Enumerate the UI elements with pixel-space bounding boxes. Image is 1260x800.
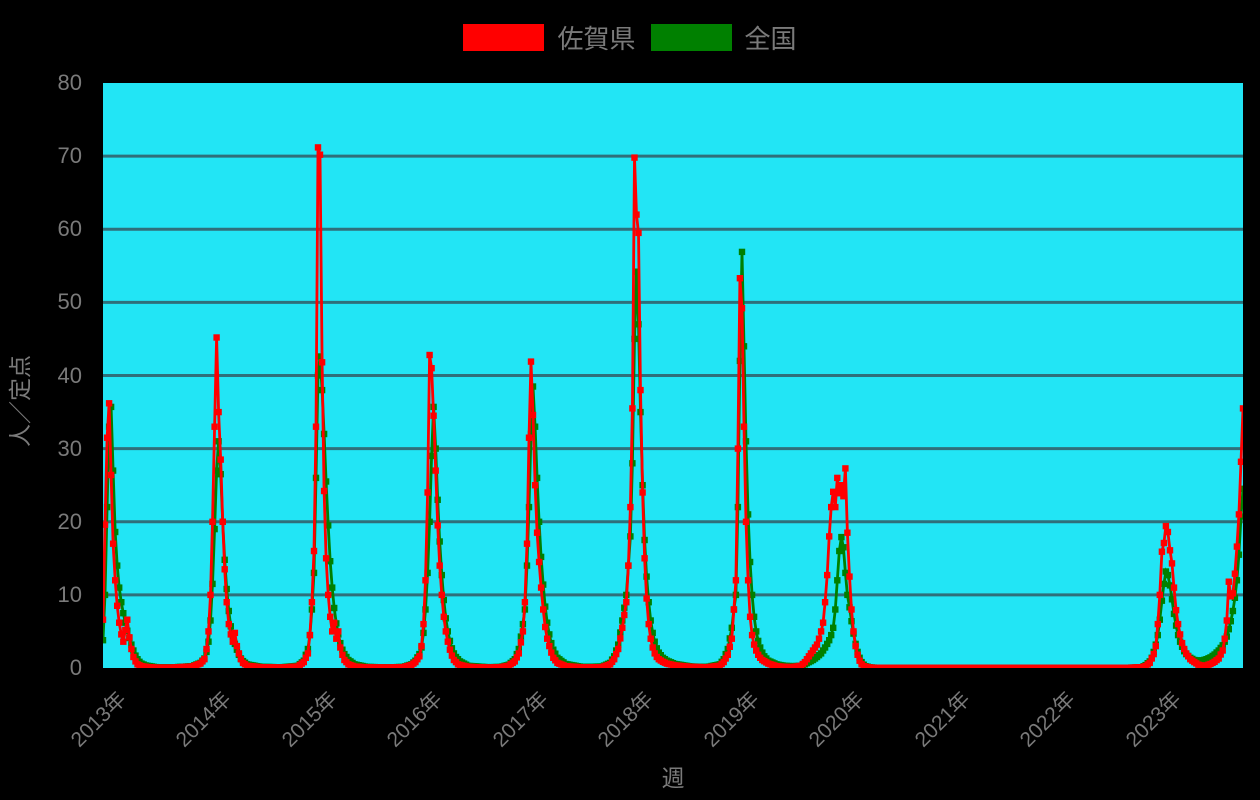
x-tick-label-2021: 2021年: [910, 687, 975, 752]
y-axis-title: 人／定点: [7, 355, 33, 447]
national-legend-label: 全国: [744, 24, 797, 54]
series-line-saga: [103, 147, 1243, 668]
legend: 佐賀県 全国: [0, 19, 1260, 56]
x-tick-label-2022: 2022年: [1015, 687, 1081, 752]
x-tick-label-2014: 2014年: [172, 687, 237, 752]
legend-item-saga: 佐賀県: [463, 19, 636, 56]
x-tick-label-2017: 2017年: [488, 687, 553, 752]
y-tick-label-40: 40: [57, 362, 82, 388]
x-axis-title: 週: [661, 765, 685, 791]
series-markers-saga: [103, 144, 1243, 668]
y-tick-label-0: 0: [69, 655, 82, 680]
national-color-swatch: [650, 24, 732, 51]
y-tick-label-30: 30: [57, 435, 82, 461]
y-tick-label-70: 70: [57, 143, 82, 169]
x-tick-label-2023: 2023年: [1121, 687, 1186, 752]
saga-color-swatch: [463, 24, 545, 51]
y-tick-label-10: 10: [57, 581, 82, 607]
y-tick-label-80: 80: [57, 70, 82, 95]
y-tick-label-50: 50: [57, 289, 82, 315]
legend-item-national: 全国: [650, 19, 797, 56]
x-tick-label-2015: 2015年: [277, 687, 342, 752]
x-tick-label-2020: 2020年: [805, 687, 870, 752]
y-tick-label-60: 60: [57, 216, 82, 242]
saga-legend-label: 佐賀県: [557, 24, 636, 54]
x-tick-label-2019: 2019年: [699, 687, 764, 752]
x-tick-label-2018: 2018年: [594, 687, 659, 752]
series-markers-national: [103, 248, 1243, 668]
y-tick-label-20: 20: [57, 508, 82, 534]
x-tick-label-2013: 2013年: [66, 687, 131, 752]
x-tick-label-2016: 2016年: [383, 687, 448, 752]
plot-area: [103, 83, 1243, 668]
series-line-national: [103, 251, 1243, 668]
